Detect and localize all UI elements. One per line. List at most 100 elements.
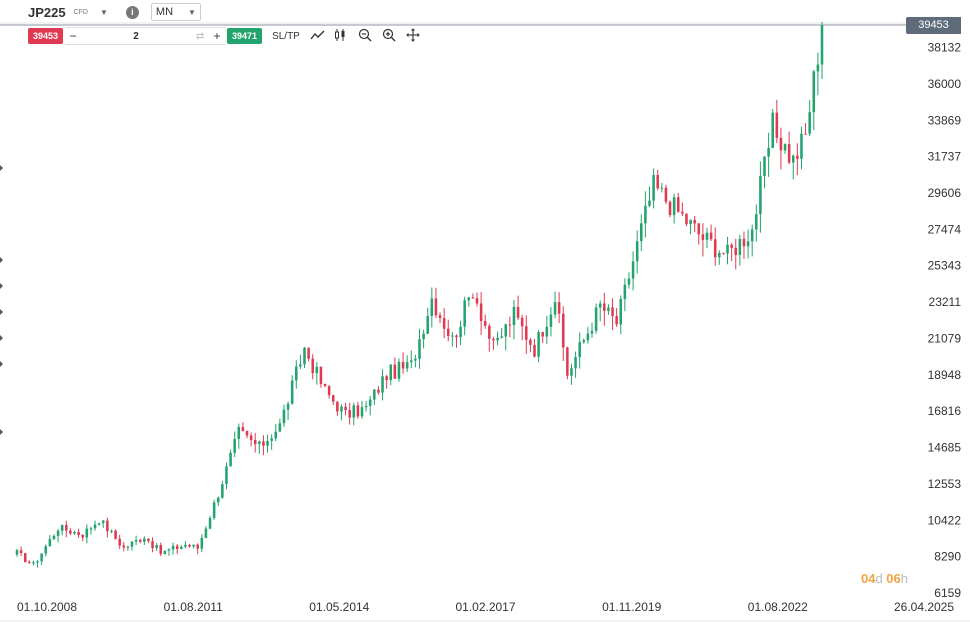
y-tick-label: 25343 — [928, 259, 962, 273]
candle-body — [381, 376, 384, 393]
symbol-dropdown-icon[interactable]: ▼ — [99, 7, 108, 17]
candle-body — [196, 544, 199, 549]
candle-body — [327, 386, 331, 396]
candle-body — [15, 550, 19, 555]
candle-body — [726, 244, 729, 254]
candle-body — [138, 539, 142, 542]
candle-body — [783, 144, 787, 151]
candle-body — [640, 223, 643, 242]
candle-body — [553, 302, 557, 315]
candle-body — [722, 252, 725, 254]
candle-body — [681, 211, 684, 214]
candle-body — [455, 335, 458, 338]
y-tick-label: 16816 — [928, 404, 962, 418]
candle-body — [467, 297, 471, 301]
candle-body — [451, 335, 454, 337]
candle-body — [331, 395, 335, 402]
candle-body — [541, 332, 544, 337]
candle-body — [69, 530, 72, 534]
candle-body — [56, 530, 60, 536]
candle-body — [734, 247, 738, 255]
candle-body — [192, 544, 195, 547]
candle-body — [705, 232, 709, 240]
candle-body — [623, 284, 627, 299]
x-tick-label: 01.11.2019 — [602, 600, 661, 614]
candle-body — [253, 439, 257, 445]
candle-body — [672, 197, 676, 216]
candle-body — [221, 484, 224, 498]
candle-body — [110, 530, 113, 532]
candle-body — [742, 238, 746, 247]
candle-body — [582, 340, 586, 343]
candle-body — [356, 405, 360, 417]
candle-body — [373, 389, 376, 400]
candle-body — [574, 357, 577, 369]
y-tick-label: 21079 — [928, 331, 962, 345]
candle-body — [525, 326, 528, 340]
line-chart-icon[interactable] — [310, 29, 325, 44]
candle-body — [668, 201, 672, 216]
candle-body — [32, 562, 35, 564]
candle-body — [590, 330, 594, 334]
y-tick-label: 12553 — [928, 477, 962, 491]
candle-body — [101, 520, 105, 524]
candlestick-icon[interactable] — [334, 28, 348, 45]
candle-body — [278, 423, 282, 432]
y-tick-label: 14685 — [928, 441, 962, 455]
candle-body — [241, 426, 245, 431]
symbol-name[interactable]: JP225 — [28, 4, 66, 20]
candle-body — [422, 333, 425, 340]
candle-body — [660, 187, 664, 189]
candle-body — [286, 403, 290, 410]
candle-body — [644, 205, 647, 224]
buy-button[interactable]: 39471 — [227, 28, 263, 44]
candle-body — [364, 405, 368, 408]
y-tick-label: 36000 — [928, 77, 962, 91]
candle-body — [508, 324, 512, 326]
candle-body — [631, 261, 635, 279]
move-icon[interactable] — [406, 27, 420, 45]
candle-body — [65, 524, 68, 531]
candle-body — [664, 187, 668, 202]
side-marker — [0, 429, 3, 435]
candle-body — [545, 326, 549, 337]
zoom-out-icon[interactable] — [358, 28, 372, 45]
candle-body — [233, 438, 236, 453]
candle-body — [557, 302, 561, 314]
candle-body — [122, 545, 126, 548]
candle-body — [36, 561, 39, 563]
candle-body — [163, 550, 167, 555]
candle-body — [718, 252, 721, 258]
candle-body — [147, 538, 150, 542]
candle-body — [299, 364, 302, 367]
candle-body — [81, 534, 84, 538]
candle-body — [816, 64, 820, 72]
candle-body — [200, 537, 204, 549]
increase-quantity-button[interactable]: + — [213, 29, 221, 43]
decrease-quantity-button[interactable]: − — [69, 29, 77, 43]
info-icon[interactable]: i — [125, 5, 139, 19]
candle-body — [184, 544, 187, 547]
candle-body — [475, 298, 479, 304]
quantity-input[interactable]: 2 — [133, 30, 139, 42]
countdown-hours-unit: h — [900, 571, 908, 586]
swap-icon[interactable]: ⇄ — [195, 30, 205, 42]
sell-button[interactable]: 39453 — [28, 28, 64, 44]
candle-body — [693, 219, 696, 224]
sltp-button[interactable]: SL/TP — [272, 30, 300, 42]
quantity-stepper[interactable]: − 2 ⇄ + — [65, 27, 226, 45]
candle-body — [652, 175, 655, 201]
chevron-down-icon: ▼ — [187, 7, 196, 17]
y-tick-label: 6159 — [934, 586, 961, 600]
side-marker — [0, 335, 3, 341]
candle-body — [319, 366, 323, 384]
candle-body — [471, 297, 475, 299]
candle-body — [771, 112, 774, 149]
timeframe-select[interactable]: MN ▼ — [150, 3, 201, 21]
candle-body — [561, 313, 565, 348]
candle-body — [738, 238, 742, 255]
candle-body — [800, 133, 803, 159]
y-tick-label: 10422 — [928, 513, 962, 527]
zoom-in-icon[interactable] — [382, 28, 396, 45]
